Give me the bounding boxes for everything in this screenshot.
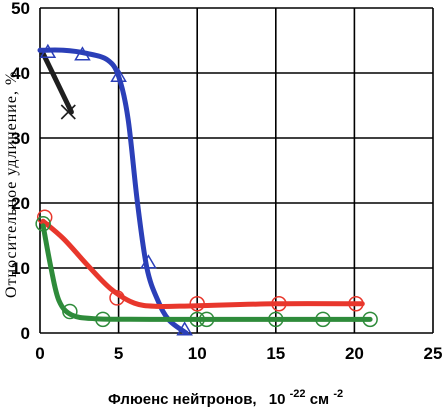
- data-point: [189, 311, 205, 328]
- x-axis-title: Флюенс нейтронов, 10 -22 см -2: [108, 384, 343, 408]
- x-tick-label: 20: [345, 344, 364, 363]
- y-tick-label: 10: [11, 259, 30, 278]
- x-tick-label: 25: [424, 344, 443, 363]
- data-point: [348, 296, 364, 312]
- data-point: [35, 216, 51, 232]
- data-point: [268, 311, 284, 328]
- x-axis-title-exp: -22: [290, 388, 306, 400]
- data-point: [176, 321, 193, 336]
- x-tick-label: 0: [35, 344, 44, 363]
- data-point: [39, 43, 57, 58]
- x-axis-title-power: 10: [269, 391, 286, 408]
- x-tick-label: 10: [188, 344, 207, 363]
- data-point: [95, 311, 111, 328]
- series-0: [40, 51, 76, 120]
- data-point: [271, 296, 287, 312]
- x-axis-title-main: Флюенс нейтронов,: [108, 391, 257, 408]
- data-point: [198, 311, 215, 328]
- x-axis-title-unit: см: [310, 391, 329, 408]
- x-axis-title-unit-exp: -2: [333, 388, 343, 400]
- x-tick-label: 5: [114, 344, 123, 363]
- y-tick-label: 50: [11, 0, 30, 18]
- y-tick-label: 40: [11, 64, 30, 83]
- data-point: [315, 311, 331, 328]
- series-line: [40, 51, 74, 115]
- data-point: [140, 254, 157, 269]
- tick-labels: 0 10 20 30 40 50 0 5 10 15 20 25: [11, 0, 442, 363]
- y-tick-label: 30: [11, 129, 30, 148]
- data-point: [60, 104, 76, 120]
- grid: [39, 7, 434, 334]
- y-axis-title: Относительное удлинение, %: [3, 71, 20, 298]
- x-tick-label: 15: [266, 344, 285, 363]
- y-tick-label: 20: [11, 194, 30, 213]
- series-3: [35, 216, 378, 328]
- data-point: [362, 311, 378, 328]
- series-layer: [35, 43, 378, 336]
- data-point: [74, 46, 91, 61]
- y-tick-label: 0: [21, 324, 30, 343]
- data-point: [62, 303, 78, 320]
- series-2: [36, 209, 365, 312]
- series-line: [40, 223, 373, 322]
- data-point: [110, 67, 127, 82]
- data-point: [189, 296, 205, 312]
- data-point: [109, 290, 125, 306]
- series-line: [40, 218, 365, 310]
